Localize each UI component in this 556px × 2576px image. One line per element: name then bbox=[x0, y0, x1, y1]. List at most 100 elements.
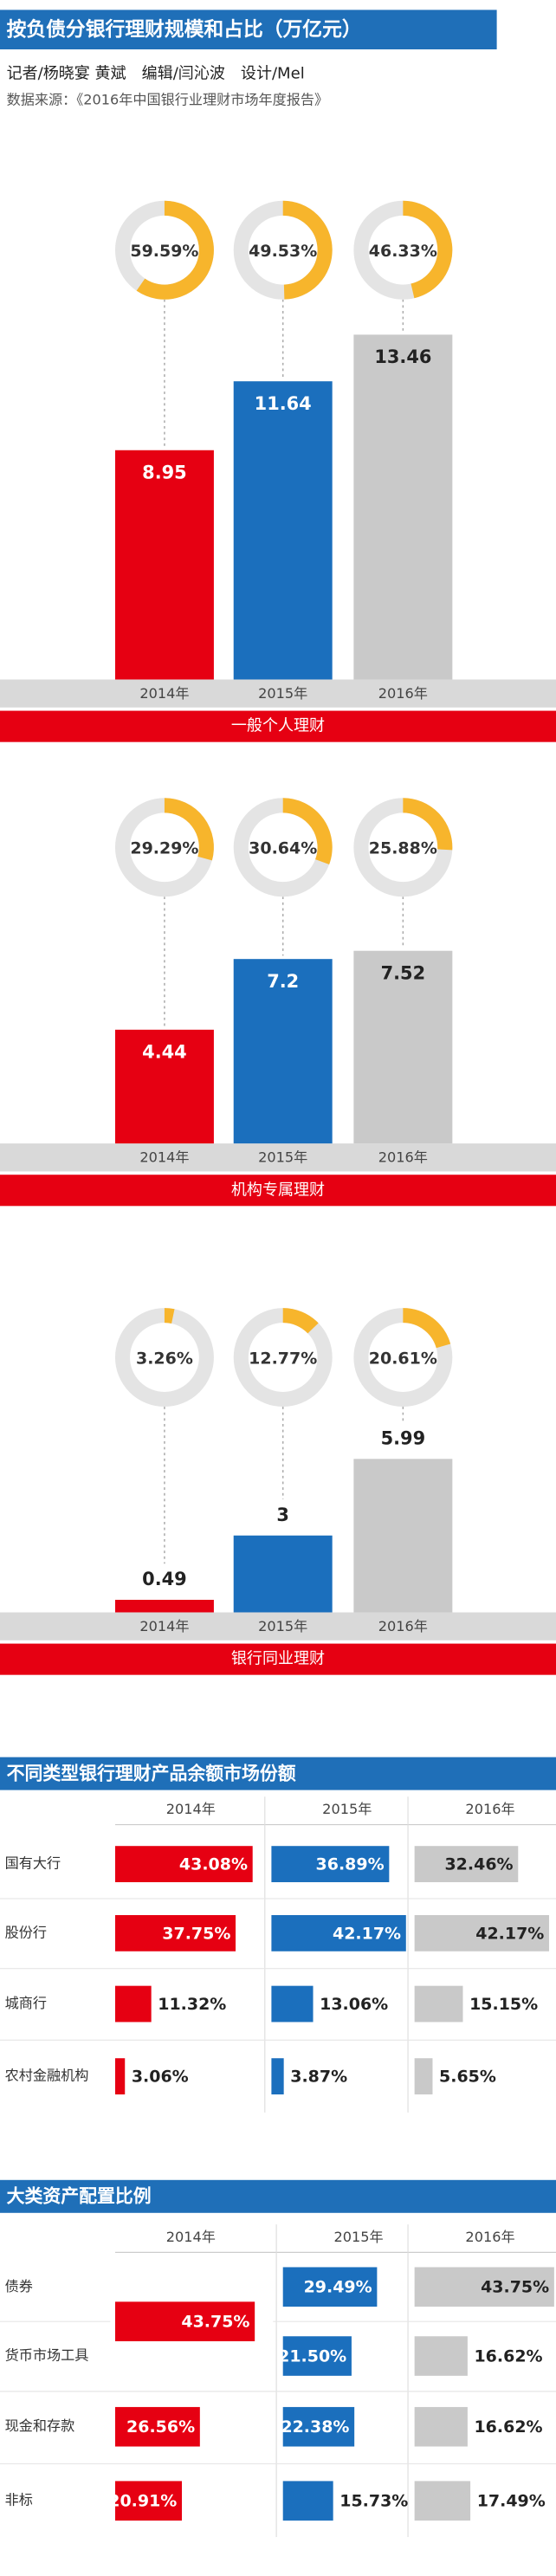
bar bbox=[114, 1846, 253, 1882]
row-label: 股份行 bbox=[5, 1924, 47, 1940]
share-label: 3.26% bbox=[136, 1349, 193, 1368]
bar bbox=[114, 1599, 214, 1613]
bar bbox=[233, 1535, 333, 1613]
bar bbox=[353, 334, 453, 680]
bar bbox=[414, 2267, 554, 2307]
row-label: 货币市场工具 bbox=[5, 2347, 89, 2364]
bar-label: 16.62% bbox=[474, 2417, 542, 2437]
bar bbox=[114, 2481, 183, 2521]
bar-label: 5.65% bbox=[439, 2068, 496, 2087]
bar-label: 42.17% bbox=[333, 1924, 401, 1943]
donut-arc bbox=[282, 798, 333, 864]
x-tick-label: 2014年 bbox=[139, 1618, 189, 1634]
series-name: 2015年 bbox=[333, 2229, 383, 2245]
bar-label: 11.32% bbox=[158, 1995, 226, 2014]
label-bar bbox=[0, 1175, 556, 1207]
row-label: 债券 bbox=[5, 2278, 33, 2294]
credits: 记者/杨晓宴 黄斌 编辑/闫沁波 设计/Mel bbox=[7, 63, 305, 82]
bar-label: 4.44 bbox=[142, 1041, 187, 1062]
bar-label: 3 bbox=[276, 1505, 289, 1525]
bar bbox=[414, 2336, 468, 2376]
bar bbox=[271, 2058, 284, 2095]
table-title: 不同类型银行理财产品余额市场份额 bbox=[7, 1764, 296, 1784]
x-tick-label: 2016年 bbox=[378, 1149, 428, 1166]
row-label: 非标 bbox=[5, 2492, 33, 2508]
bar-label: 21.50% bbox=[278, 2346, 346, 2366]
share-label: 59.59% bbox=[130, 242, 198, 261]
donut-arc bbox=[164, 798, 214, 861]
bar-label: 43.75% bbox=[181, 2313, 249, 2332]
share-label: 29.29% bbox=[130, 839, 198, 858]
share-label: 46.33% bbox=[369, 242, 437, 261]
chart-title: 一般个人理财 bbox=[231, 717, 325, 735]
bar-label: 13.06% bbox=[320, 1995, 388, 2014]
x-tick-label: 2014年 bbox=[139, 1149, 189, 1166]
share-label: 30.64% bbox=[249, 839, 317, 858]
bar bbox=[353, 1459, 453, 1613]
donut-arc bbox=[164, 1308, 175, 1324]
table-title-bar bbox=[0, 1757, 556, 1790]
bar-label: 32.46% bbox=[444, 1855, 513, 1874]
row-label: 现金和存款 bbox=[5, 2417, 75, 2434]
bar bbox=[271, 1846, 390, 1882]
bar bbox=[233, 381, 333, 680]
title-bar bbox=[0, 10, 497, 49]
chart-title: 银行同业理财 bbox=[231, 1650, 325, 1668]
axis-strip bbox=[0, 1612, 556, 1641]
bar bbox=[282, 2336, 352, 2376]
x-tick-label: 2016年 bbox=[378, 685, 428, 702]
bar-label: 11.64 bbox=[255, 393, 312, 414]
bar-label: 37.75% bbox=[162, 1924, 230, 1943]
bar-label: 43.08% bbox=[179, 1855, 248, 1874]
donut-arc bbox=[402, 1308, 451, 1349]
bar bbox=[282, 2267, 378, 2307]
share-label: 49.53% bbox=[249, 242, 317, 261]
bar-label: 22.38% bbox=[281, 2417, 349, 2437]
bar-label: 0.49 bbox=[142, 1569, 187, 1589]
bar-label: 13.46 bbox=[374, 346, 431, 367]
share-label: 20.61% bbox=[369, 1349, 437, 1368]
label-bar bbox=[0, 710, 556, 742]
bar-label: 42.17% bbox=[475, 1924, 544, 1943]
x-tick-label: 2014年 bbox=[139, 685, 189, 702]
source: 数据来源：《2016年中国银行业理财市场年度报告》 bbox=[7, 91, 329, 107]
donut-arc bbox=[136, 200, 214, 300]
bar bbox=[414, 2058, 433, 2095]
donut-arc bbox=[282, 200, 333, 300]
bar-label: 43.75% bbox=[481, 2278, 549, 2297]
bar bbox=[414, 2481, 471, 2521]
table-title-bar bbox=[0, 2179, 556, 2213]
row-label: 农村金融机构 bbox=[5, 2068, 89, 2084]
bar bbox=[114, 2406, 200, 2447]
table-title: 大类资产配置比例 bbox=[7, 2186, 152, 2207]
bar bbox=[414, 1846, 519, 1882]
bar-label: 26.56% bbox=[126, 2417, 195, 2437]
donut-arc bbox=[402, 798, 453, 851]
bar-label: 7.2 bbox=[267, 971, 299, 992]
series-name: 2015年 bbox=[322, 1801, 372, 1817]
series-name: 2016年 bbox=[465, 2229, 514, 2245]
bar bbox=[114, 2058, 126, 2095]
bar bbox=[114, 1029, 214, 1144]
bar bbox=[114, 450, 214, 680]
series-name: 2014年 bbox=[166, 1801, 216, 1817]
bar bbox=[414, 1985, 463, 2023]
bar-label: 5.99 bbox=[381, 1428, 426, 1449]
row-label: 城商行 bbox=[5, 1995, 47, 2011]
bar-label: 3.06% bbox=[132, 2068, 189, 2087]
bar bbox=[271, 1914, 406, 1951]
bar bbox=[271, 1985, 314, 2023]
bar bbox=[114, 1914, 236, 1951]
bar-label: 8.95 bbox=[142, 462, 187, 482]
bar-label: 20.91% bbox=[108, 2492, 177, 2511]
donut-arc bbox=[402, 200, 453, 299]
label-bar bbox=[0, 1643, 556, 1675]
bar-label: 15.15% bbox=[469, 1995, 538, 2014]
bar bbox=[414, 1914, 550, 1951]
donut-arc bbox=[282, 1308, 319, 1334]
bar-label: 29.49% bbox=[304, 2278, 372, 2297]
x-tick-label: 2015年 bbox=[258, 685, 307, 702]
chart-title: 机构专属理财 bbox=[231, 1181, 325, 1199]
